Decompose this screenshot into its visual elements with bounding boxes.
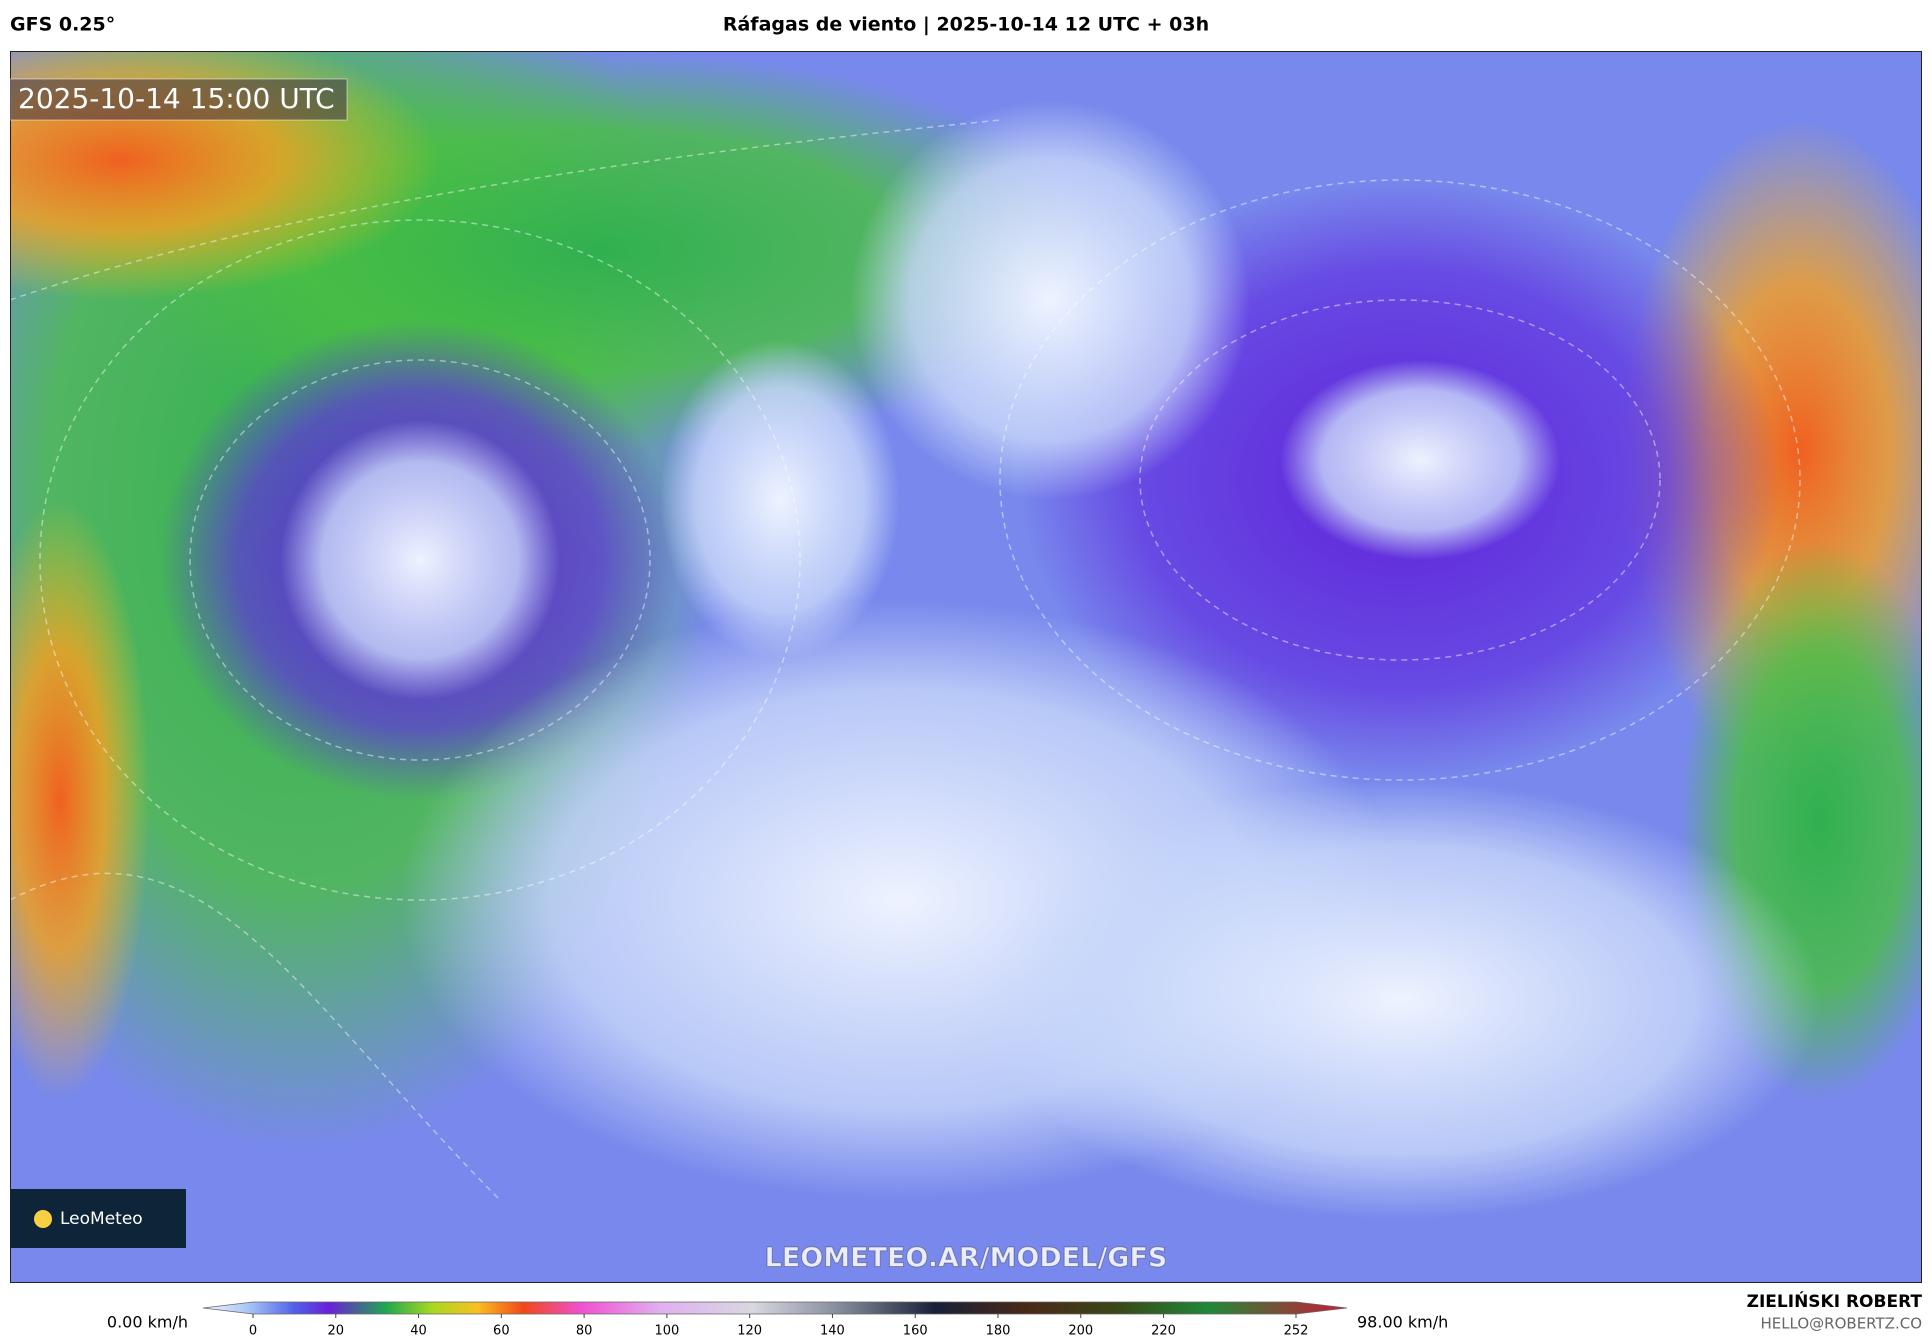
author: ZIELIŃSKI ROBERT xyxy=(1747,1290,1923,1312)
colorbar-tick-label: 220 xyxy=(1151,1324,1176,1339)
colorbar-tick-label: 100 xyxy=(654,1324,679,1339)
colorbar-tick-label: 60 xyxy=(493,1324,510,1339)
logo-text: LeoMeteo xyxy=(60,1209,143,1229)
colorbar-tick-label: 252 xyxy=(1284,1324,1309,1339)
colorbar xyxy=(202,1301,1348,1315)
colorbar-tick-label: 80 xyxy=(576,1324,593,1339)
colorbar-max-label: 98.00 km/h xyxy=(1357,1313,1448,1332)
colorbar-tick-label: 120 xyxy=(737,1324,762,1339)
email: HELLO@ROBERTZ.CO xyxy=(1760,1315,1922,1333)
colorbar-tick-label: 200 xyxy=(1068,1324,1093,1339)
model-label: GFS 0.25° xyxy=(10,14,115,36)
colorbar-tick-label: 20 xyxy=(328,1324,345,1339)
colorbar-tick-label: 140 xyxy=(820,1324,845,1339)
timestamp-box xyxy=(9,78,348,121)
logo-sun xyxy=(34,1210,52,1228)
map xyxy=(10,51,1922,1283)
colorbar-tick-label: 40 xyxy=(410,1324,427,1339)
colorbar-tick-label: 0 xyxy=(249,1324,257,1339)
colorbar-tick-label: 180 xyxy=(986,1324,1011,1339)
watermark: LEOMETEO.AR/MODEL/GFS xyxy=(765,1243,1168,1274)
colorbar-min-label: 0.00 km/h xyxy=(107,1313,188,1332)
map-title: Ráfagas de viento | 2025-10-14 12 UTC + … xyxy=(723,14,1209,36)
colorbar-tick-label: 160 xyxy=(903,1324,928,1339)
timestamp: 2025-10-14 15:00 UTC xyxy=(18,82,335,115)
